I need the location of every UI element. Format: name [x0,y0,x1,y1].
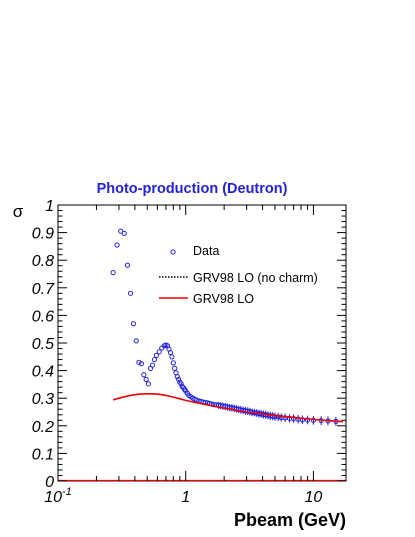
y-tick-label: 0.8 [32,253,54,270]
x-tick-label: 1 [181,489,190,506]
data-point [121,230,127,237]
legend-marker-data [170,249,176,255]
data-point [145,381,151,387]
data-point [124,262,131,268]
legend: Data GRV98 LO (no charm) GRV98 LO [159,244,318,306]
model-curve [112,393,343,423]
chart-title: Photo-production (Deutron) [97,181,288,197]
data-point [143,376,149,383]
y-tick-label: 0.3 [32,391,54,408]
data-point [130,321,137,327]
y-tick-label: 0.2 [32,419,54,436]
data-point [110,270,116,276]
x-axis-label: Pbeam (GeV) [234,510,346,530]
legend-label: GRV98 LO [193,292,254,306]
y-tick-label: 1 [45,198,54,215]
data-point [178,381,184,387]
data-point [304,417,311,423]
y-tick-label: 0.5 [32,336,54,353]
y-tick-label: 0.7 [32,281,55,298]
plot-area: 0 0.1 0.2 0.3 0.4 0.5 0.6 0.7 0.8 0.9 1 10-1 1 10 Data… [32,198,347,506]
data-point [176,376,182,383]
legend-label: GRV98 LO (no charm) [193,271,318,285]
y-axis-label: σ [13,202,24,221]
y-tick-label: 0.9 [32,226,54,243]
data-point [172,365,178,371]
y-tick-label: 0.1 [32,446,54,463]
data-point [156,349,162,355]
x-tick-label: 10-1 [44,486,72,506]
data-point [114,242,120,248]
y-tick-label: 0.6 [32,308,54,325]
data-point [272,414,278,420]
data-point [138,361,145,367]
data-point [299,417,305,423]
data-point [133,338,139,344]
data-point [151,356,158,363]
data-point [141,372,147,378]
legend-label: Data [193,244,219,258]
y-tick-label: 0 [45,474,54,491]
data-point [127,290,134,296]
data-point [174,374,180,380]
x-tick-label: 10 [305,489,323,506]
data-point [149,362,156,368]
data-point [169,354,175,360]
data-point [153,352,160,359]
data-point [136,359,142,365]
data-point [170,360,176,366]
y-tick-label: 0.4 [32,364,54,381]
